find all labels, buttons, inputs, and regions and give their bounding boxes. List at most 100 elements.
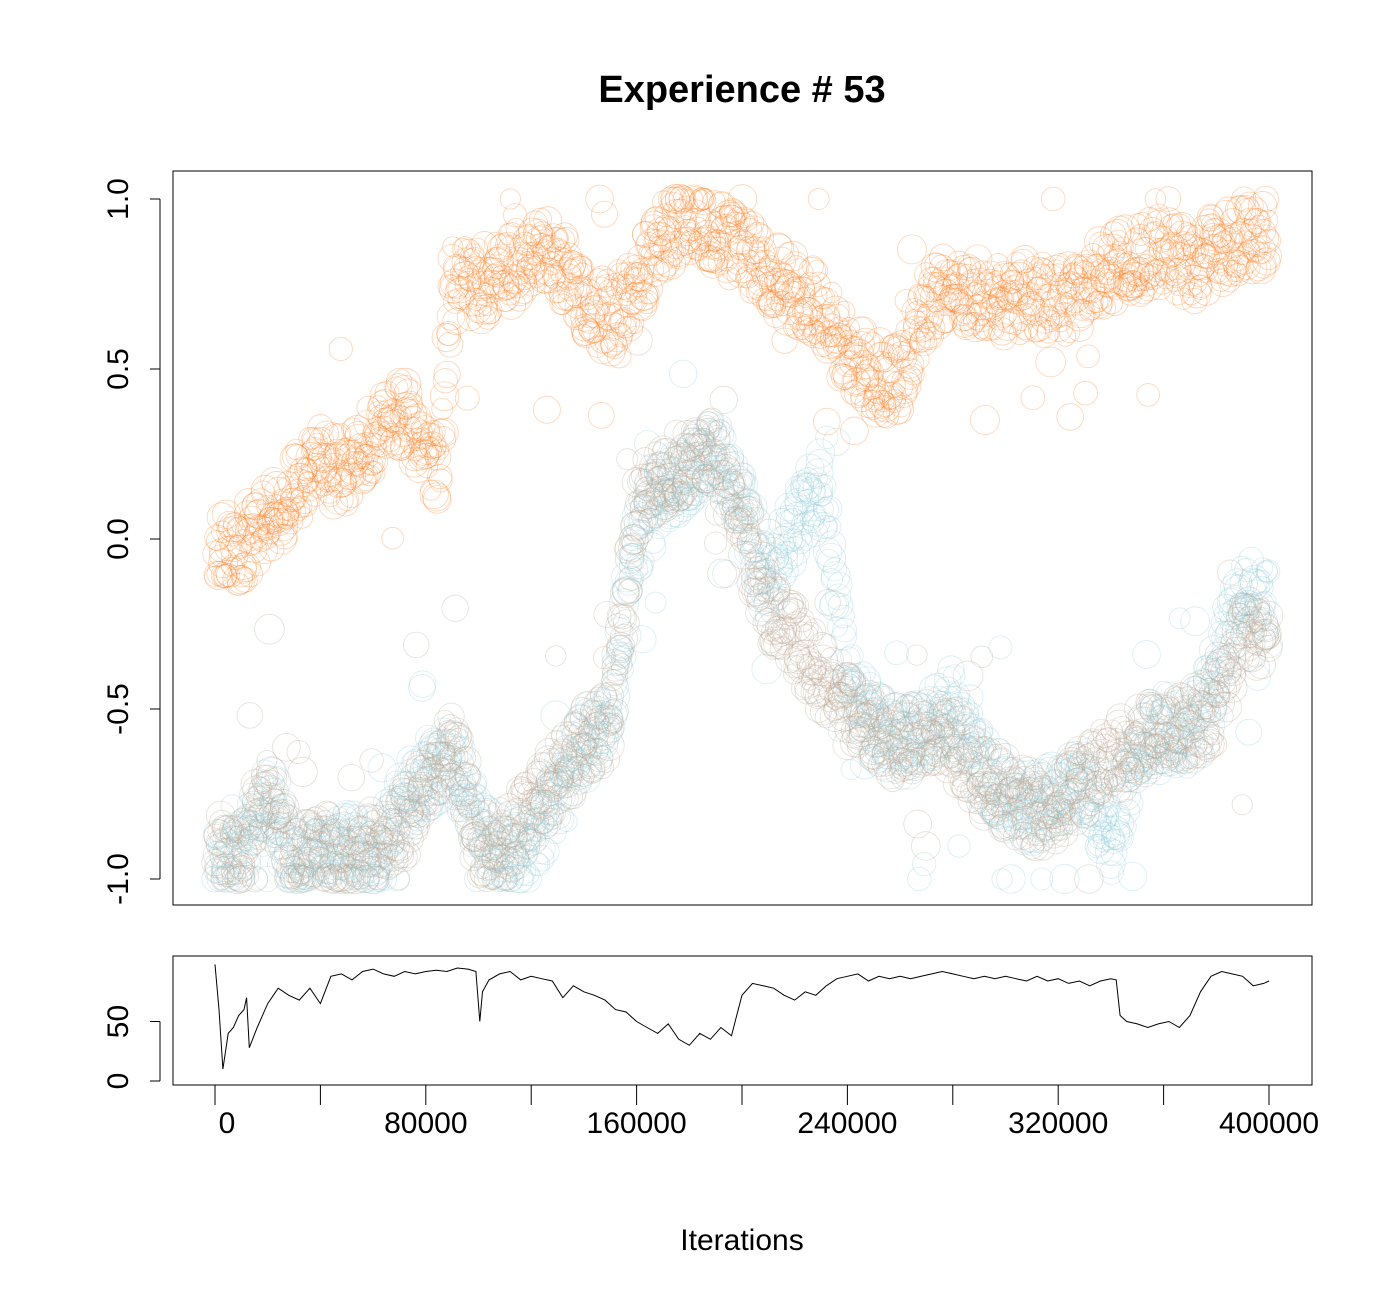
scatter-point [551, 293, 574, 316]
scatter-point [370, 818, 399, 847]
scatter-point [693, 188, 714, 210]
scatter-point [674, 195, 699, 221]
scatter-point [1095, 244, 1118, 267]
scatter-point [292, 809, 323, 840]
scatter-point [1199, 204, 1224, 229]
scatter-point [324, 438, 351, 465]
scatter-point [1240, 218, 1262, 241]
scatter-point [946, 262, 974, 291]
scatter-point [290, 506, 314, 529]
scatter-point [1176, 243, 1200, 267]
scatter-point [1085, 290, 1109, 313]
scatter-point [840, 416, 869, 446]
scatter-point [991, 310, 1023, 341]
scatter-point [736, 264, 760, 289]
scatter-point [600, 334, 624, 358]
scatter-point [681, 186, 708, 212]
scatter-point [1089, 257, 1116, 285]
scatter-point [423, 733, 446, 756]
scatter-point [433, 360, 461, 388]
scatter-point [398, 814, 420, 836]
scatter-point [1212, 250, 1239, 277]
scatter-point [899, 327, 927, 354]
scatter-point [1166, 257, 1192, 284]
scatter-point [222, 514, 250, 543]
scatter-point [246, 488, 275, 517]
scatter-point [276, 865, 304, 893]
scatter-point [549, 281, 579, 311]
scatter-point [1206, 258, 1233, 285]
scatter-point [413, 741, 439, 768]
scatter-point [308, 828, 339, 859]
scatter-point [1094, 260, 1121, 286]
scatter-point [784, 255, 808, 278]
scatter-point [475, 305, 500, 330]
scatter-point [1110, 214, 1141, 245]
scatter-point [1081, 269, 1108, 296]
scatter-point [798, 622, 823, 647]
scatter-point [222, 814, 250, 842]
scatter-point [1144, 258, 1168, 282]
scatter-point [1062, 253, 1090, 280]
scatter-point [215, 557, 246, 588]
scatter-point [201, 865, 229, 893]
scatter-point [271, 488, 294, 511]
scatter-point [809, 304, 841, 335]
scatter-point [1120, 261, 1150, 292]
scatter-point [241, 800, 267, 825]
scatter-point [1182, 279, 1212, 309]
scatter-point [1180, 606, 1211, 637]
scatter-point [341, 417, 365, 441]
scatter-point [328, 853, 353, 878]
scatter-point [329, 470, 357, 497]
scatter-point [352, 843, 383, 873]
scatter-point [238, 513, 269, 544]
scatter-point [224, 817, 251, 844]
scatter-point [419, 479, 449, 510]
scatter-point [432, 744, 462, 774]
scatter-point [337, 457, 364, 484]
scatter-point [834, 300, 856, 322]
bottom-y-axis: 050 [102, 1005, 161, 1089]
scatter-point [1088, 231, 1114, 256]
scatter-point [350, 462, 379, 492]
scatter-point [243, 499, 273, 529]
scatter-point [841, 367, 871, 397]
scatter-point [570, 314, 598, 342]
scatter-point [784, 280, 811, 307]
scatter-point [678, 221, 700, 244]
scatter-point [1022, 298, 1050, 326]
scatter-point [1234, 230, 1257, 253]
scatter-point [539, 251, 564, 276]
scatter-point [594, 274, 618, 298]
scatter-point [1103, 243, 1125, 266]
scatter-point [552, 281, 582, 311]
scatter-point [398, 405, 428, 435]
scatter-point [259, 799, 285, 824]
scatter-point [366, 400, 394, 428]
scatter-point [434, 733, 466, 764]
scatter-point [358, 863, 390, 895]
scatter-point [344, 420, 371, 447]
scatter-point [763, 233, 794, 264]
scatter-point [309, 855, 332, 878]
scatter-point [1177, 264, 1209, 296]
scatter-point [687, 239, 710, 261]
scatter-point [1064, 301, 1095, 332]
scatter-point [523, 254, 554, 285]
scatter-point [1116, 271, 1146, 301]
scatter-point [366, 861, 390, 884]
scatter-point [558, 252, 586, 280]
scatter-point [694, 241, 726, 272]
scatter-point [1132, 263, 1161, 291]
scatter-point [402, 403, 432, 433]
scatter-point [572, 323, 595, 347]
scatter-point [515, 224, 541, 250]
scatter-point [275, 506, 299, 530]
scatter-point [832, 358, 863, 389]
scatter-point [478, 301, 502, 325]
scatter-point [1202, 217, 1234, 249]
scatter-point [571, 262, 594, 285]
scatter-point [389, 405, 413, 428]
